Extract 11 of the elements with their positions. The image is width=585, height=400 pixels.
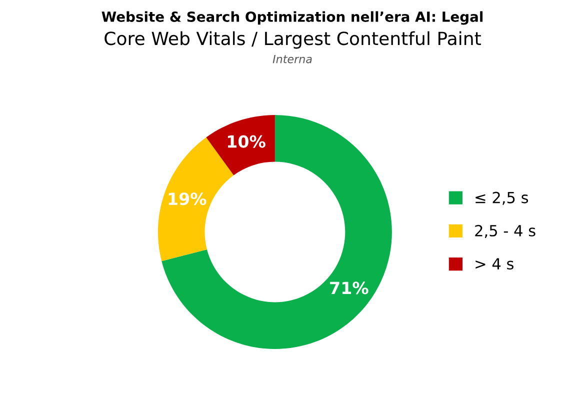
donut-slice	[206, 115, 275, 176]
donut-slice	[162, 115, 392, 349]
data-label: 10%	[228, 135, 266, 148]
legend-label: 2,5 - 4 s	[475, 224, 536, 238]
legend-label: > 4 s	[476, 258, 514, 270]
data-label: 19%	[168, 192, 206, 206]
chart-subtitle: Core Web Vitals / Largest Contentful Paint	[104, 31, 481, 49]
text: Interna	[272, 54, 312, 64]
data-label: 71%	[330, 282, 368, 294]
chart-title: Website & Search Optimization nell’era AI: Legal	[102, 11, 483, 25]
legend-label: ≤ 2,5 s	[476, 192, 528, 205]
